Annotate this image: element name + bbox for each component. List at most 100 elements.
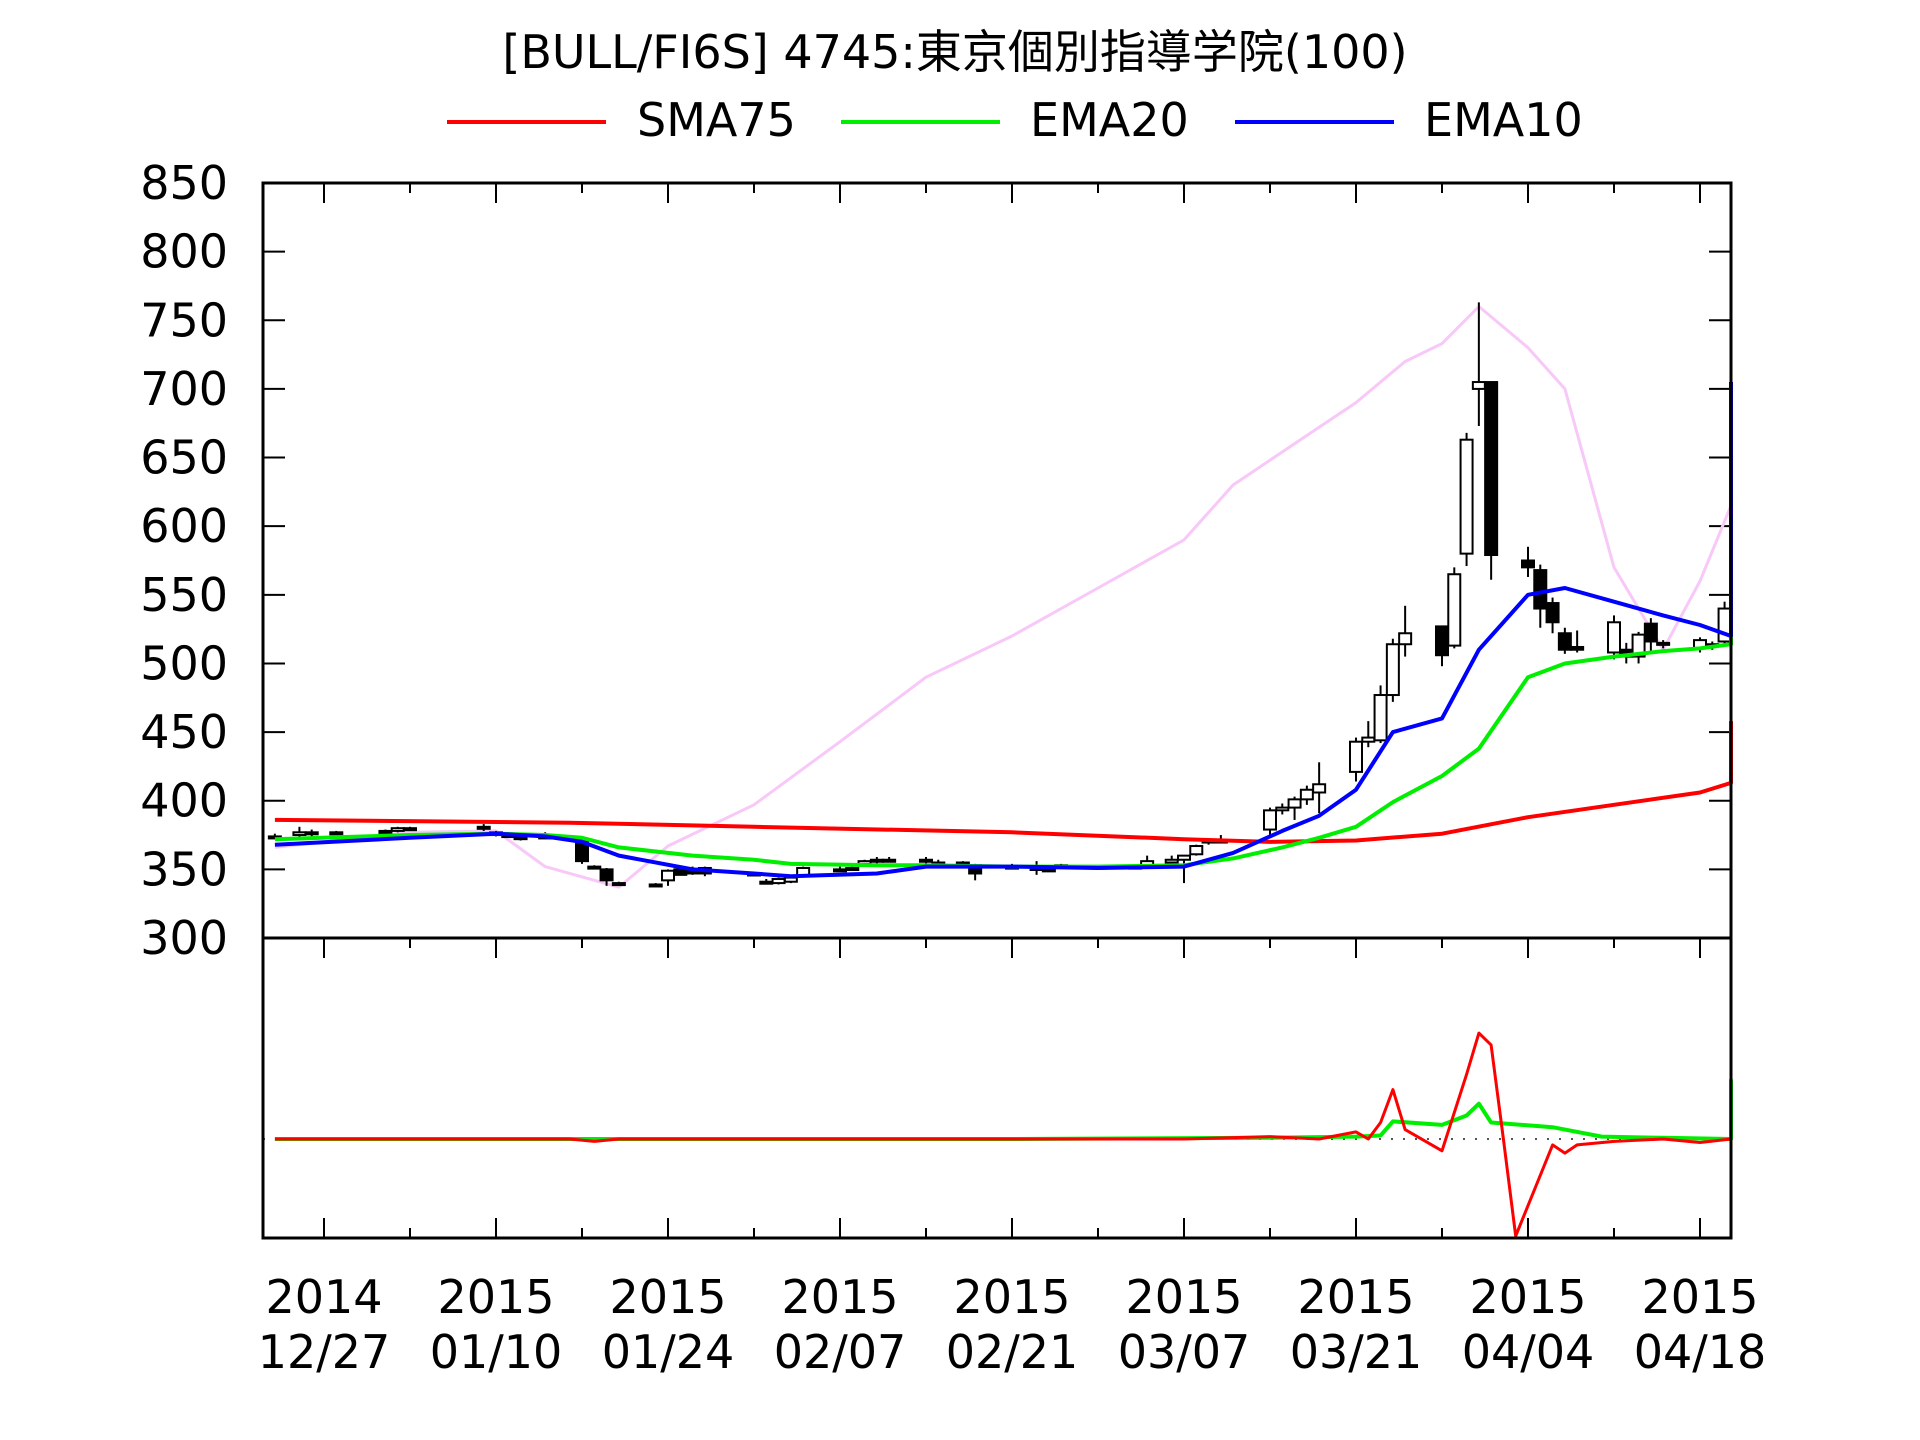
candle: [661, 869, 675, 886]
x-tick-year: 2015: [781, 1270, 898, 1324]
candle-body-up: [1607, 621, 1621, 654]
candle-body-up: [1263, 809, 1277, 831]
candle-body-down: [1557, 632, 1572, 651]
candle: [771, 877, 786, 885]
candle-body-down: [587, 865, 602, 870]
candle-body-up: [1447, 573, 1462, 647]
candle: [919, 857, 933, 864]
x-tick-date: 03/21: [1290, 1325, 1423, 1379]
candle: [599, 867, 614, 886]
candle: [1312, 762, 1327, 814]
x-tick-year: 2015: [1641, 1270, 1758, 1324]
candle-body-up: [1312, 783, 1327, 794]
candle-body-up: [292, 831, 307, 837]
candle: [1385, 638, 1400, 702]
x-tick-date: 02/07: [774, 1325, 907, 1379]
chart-title: [BULL/FI6S] 4745:東京個別指導学院(100): [502, 25, 1407, 79]
candle-body-up: [1373, 694, 1388, 742]
lower-green-line: [274, 1078, 1733, 1141]
y-tick-label: 400: [140, 774, 228, 828]
x-tick-date: 01/10: [430, 1325, 563, 1379]
candle-body-up: [378, 829, 393, 834]
candle-body-up: [919, 858, 933, 863]
candle: [1607, 615, 1621, 660]
y-tick-label: 350: [140, 842, 228, 896]
candle: [1643, 618, 1658, 653]
legend-label-ema20: EMA20: [1030, 93, 1189, 147]
candle: [1656, 640, 1671, 649]
candle: [1471, 302, 1486, 426]
candle-body-down: [599, 868, 614, 882]
x-tick-year: 2015: [953, 1270, 1070, 1324]
candle: [882, 857, 897, 863]
candle: [1275, 803, 1290, 815]
candle: [648, 883, 663, 888]
legend-label-sma75: SMA75: [637, 93, 796, 147]
y-tick-label: 750: [140, 293, 228, 347]
candle: [1533, 564, 1548, 628]
candle-body-up: [833, 868, 847, 873]
candle-body-up: [771, 877, 786, 885]
candle-body-up: [403, 827, 417, 832]
candle-body-up: [304, 831, 319, 836]
candle-body-up: [1385, 643, 1400, 697]
candle-body-up: [869, 858, 884, 863]
candle: [378, 829, 393, 834]
sma75-line: [274, 721, 1733, 844]
candle-body-up: [1189, 845, 1204, 856]
y-tick-label: 700: [140, 362, 228, 416]
candle: [1398, 605, 1413, 657]
indicator-panel: [263, 938, 1733, 1238]
candle: [1361, 721, 1376, 748]
y-axis: 850 800 750 700 650 600 550 500 450 400 350 300: [140, 156, 1731, 965]
candle: [869, 857, 884, 864]
y-tick-label: 500: [140, 636, 228, 690]
x-tick-date: 01/24: [602, 1325, 735, 1379]
candle-body-up: [1164, 858, 1179, 864]
candle-body-down: [1570, 645, 1585, 651]
candle-body-up: [1471, 381, 1486, 390]
candle-body-down: [1521, 559, 1535, 569]
candle: [476, 824, 491, 831]
candle-body-down: [611, 882, 626, 887]
x-tick-date: 04/18: [1634, 1325, 1767, 1379]
candle-body-up: [1398, 632, 1413, 646]
x-tick-year: 2014: [265, 1270, 382, 1324]
candle-body-up: [648, 883, 663, 888]
candle: [1349, 737, 1363, 782]
y-tick-label: 450: [140, 705, 228, 759]
y-tick-label: 550: [140, 568, 228, 622]
candle: [575, 837, 589, 864]
indicator-panel-frame: [261, 936, 1733, 1240]
candle: [1263, 807, 1277, 836]
candle-body-up: [390, 827, 405, 832]
candle: [1521, 546, 1535, 577]
candle-body-down: [759, 880, 774, 885]
candle: [1447, 567, 1462, 649]
candle-body-up: [1459, 438, 1474, 555]
candle-body-down: [1545, 602, 1560, 624]
candle: [1373, 685, 1388, 744]
y-tick-label: 300: [140, 911, 228, 965]
ema20-line: [274, 464, 1733, 869]
x-tick-date: 02/21: [946, 1325, 1079, 1379]
candlesticks: [267, 302, 1732, 888]
candle: [611, 881, 626, 887]
candle: [1484, 381, 1499, 580]
candle-body-up: [329, 831, 344, 836]
x-tick-year: 2015: [1297, 1270, 1414, 1324]
legend: SMA75 EMA20 EMA10: [447, 93, 1583, 147]
candle-body-up: [845, 866, 860, 871]
candle: [292, 826, 307, 838]
candle: [304, 829, 319, 837]
candle-body-up: [661, 869, 675, 882]
x-tick-date: 03/07: [1118, 1325, 1251, 1379]
candle-body-down: [1533, 569, 1548, 610]
x-tick-date: 12/27: [258, 1325, 391, 1379]
x-tick-year: 2015: [437, 1270, 554, 1324]
y-tick-label: 850: [140, 156, 228, 210]
candle-body-up: [1041, 868, 1056, 873]
candle: [1177, 854, 1191, 884]
candle-body-down: [673, 868, 688, 876]
lower-red-line: [274, 938, 1733, 1238]
